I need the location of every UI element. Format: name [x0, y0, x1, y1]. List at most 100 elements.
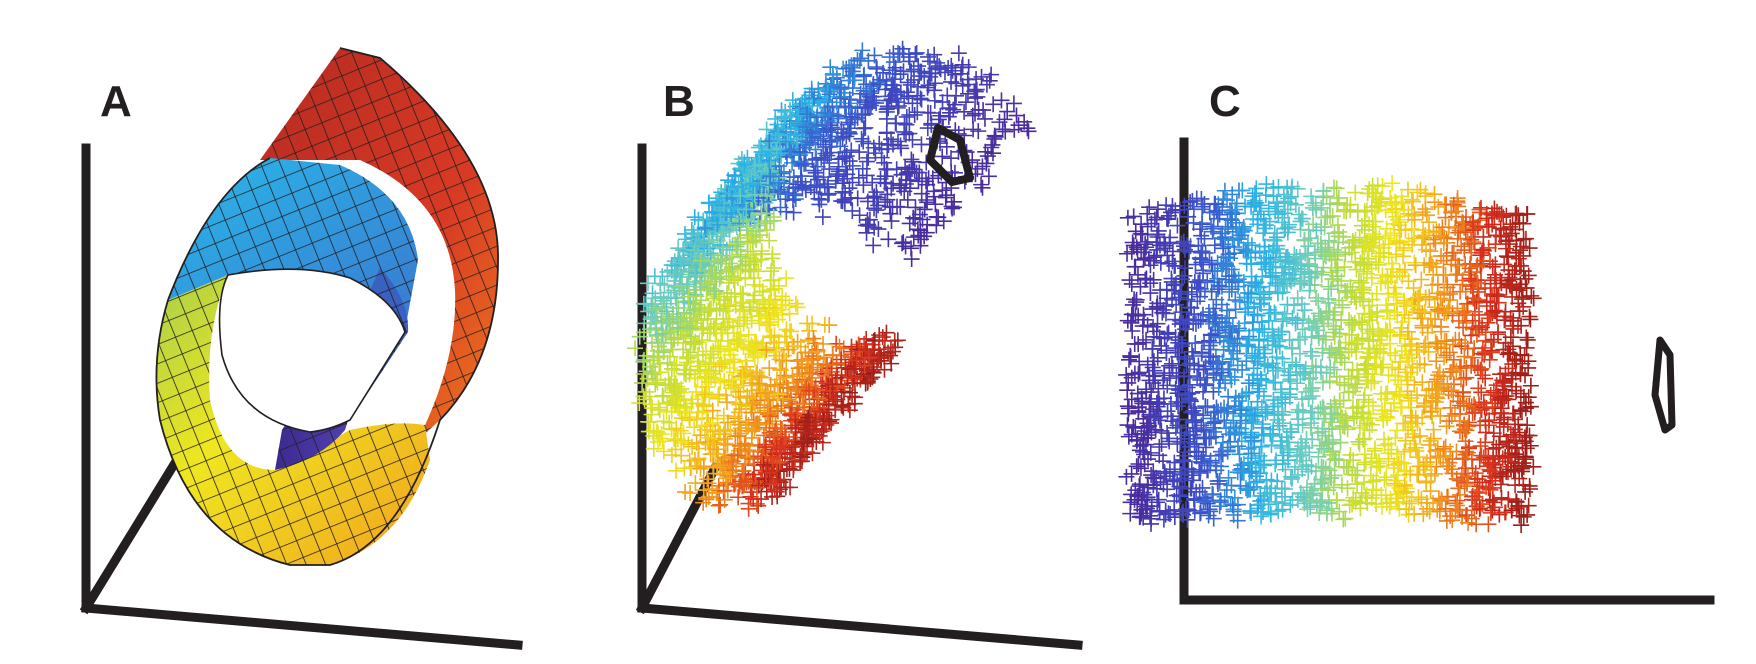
scatter-marker [1274, 455, 1291, 472]
scatter-marker [1223, 351, 1240, 368]
scatter-marker [927, 196, 944, 213]
scatter-marker [1302, 277, 1319, 294]
scatter-marker [1149, 494, 1166, 511]
scatter-marker [1456, 303, 1473, 320]
scatter-marker [684, 260, 701, 277]
scatter-marker [1195, 407, 1212, 424]
scatter-marker [1442, 399, 1459, 416]
scatter-marker [730, 413, 747, 430]
scatter-marker [1347, 493, 1364, 510]
scatter-marker [1492, 220, 1509, 237]
scatter-marker [1500, 491, 1517, 508]
scatter-marker [770, 174, 787, 191]
scatter-marker [1130, 402, 1147, 419]
scatter-marker [1246, 196, 1263, 213]
scatter-marker [897, 159, 914, 176]
scatter-marker [1247, 349, 1264, 366]
scatter-marker [1417, 289, 1434, 306]
scatter-marker [1166, 509, 1183, 526]
scatter-marker [1353, 484, 1370, 501]
scatter-marker [784, 338, 801, 355]
scatter-marker [750, 477, 767, 494]
scatter-marker [700, 303, 717, 320]
scatter-marker [1483, 342, 1500, 359]
scatter-marker [1123, 486, 1140, 503]
scatter-marker [1415, 458, 1432, 475]
scatter-marker [1181, 243, 1198, 260]
scatter-marker [843, 338, 860, 355]
scatter-marker [799, 106, 816, 123]
scatter-marker [801, 322, 818, 339]
scatter-marker [716, 372, 733, 389]
scatter-marker [1155, 511, 1172, 528]
scatter-marker [1441, 344, 1458, 361]
scatter-marker [1341, 239, 1358, 256]
scatter-marker [1420, 214, 1437, 231]
scatter-marker [1407, 257, 1424, 274]
scatter-marker [785, 462, 802, 479]
scatter-marker [1247, 244, 1264, 261]
scatter-marker [1380, 367, 1397, 384]
scatter-marker [986, 130, 1003, 147]
scatter-marker [736, 309, 753, 326]
surface-outline [155, 47, 499, 566]
scatter-marker [1525, 458, 1542, 475]
scatter-marker [1325, 179, 1342, 196]
scatter-marker [1016, 113, 1033, 130]
scatter-marker [1170, 348, 1187, 365]
scatter-marker [1226, 489, 1243, 506]
scatter-marker [1399, 181, 1416, 198]
scatter-marker [657, 377, 674, 394]
scatter-marker [838, 128, 855, 145]
scatter-marker [1329, 262, 1346, 279]
scatter-marker [835, 340, 852, 357]
scatter-marker [841, 153, 858, 170]
scatter-marker [876, 154, 893, 171]
scatter-marker [735, 462, 752, 479]
scatter-marker [760, 295, 777, 312]
scatter-marker [1240, 399, 1257, 416]
scatter-marker [854, 160, 871, 177]
scatter-marker [854, 42, 871, 59]
scatter-marker [1201, 430, 1218, 447]
scatter-marker [1183, 299, 1200, 316]
scatter-marker [959, 85, 976, 102]
scatter-marker [822, 59, 839, 76]
scatter-marker [1386, 225, 1403, 242]
scatter-marker [1158, 281, 1175, 298]
scatter-marker [769, 386, 786, 403]
scatter-marker [1393, 454, 1410, 471]
scatter-marker [662, 348, 679, 365]
scatter-marker [984, 145, 1001, 162]
scatter-marker [1258, 480, 1275, 497]
scatter-marker [1463, 327, 1479, 344]
scatter-marker [1231, 446, 1248, 463]
scatter-marker [713, 356, 730, 373]
scatter-marker [828, 94, 845, 111]
scatter-marker [1318, 502, 1335, 519]
scatter-marker [742, 176, 759, 193]
scatter-marker [901, 215, 918, 232]
scatter-marker [667, 264, 684, 281]
scatter-marker [665, 329, 682, 346]
scatter-marker [855, 120, 872, 137]
scatter-marker [1481, 412, 1498, 429]
scatter-marker [1487, 303, 1504, 320]
scatter-marker [1231, 293, 1248, 310]
scatter-marker [1377, 390, 1394, 407]
scatter-marker [820, 363, 837, 380]
scatter-marker [1308, 289, 1325, 306]
scatter-marker [1517, 483, 1534, 500]
scatter-marker [1207, 196, 1224, 213]
scatter-marker [1402, 407, 1419, 424]
scatter-marker [1474, 474, 1491, 491]
scatter-marker [861, 80, 878, 97]
scatter-marker [716, 491, 733, 508]
scatter-marker [1222, 368, 1239, 385]
scatter-marker [907, 199, 924, 216]
panel-label-c: C [1209, 77, 1241, 126]
scatter-marker [745, 394, 762, 411]
scatter-marker [642, 321, 659, 338]
scatter-marker [766, 280, 783, 297]
scatter-marker [1366, 231, 1383, 248]
